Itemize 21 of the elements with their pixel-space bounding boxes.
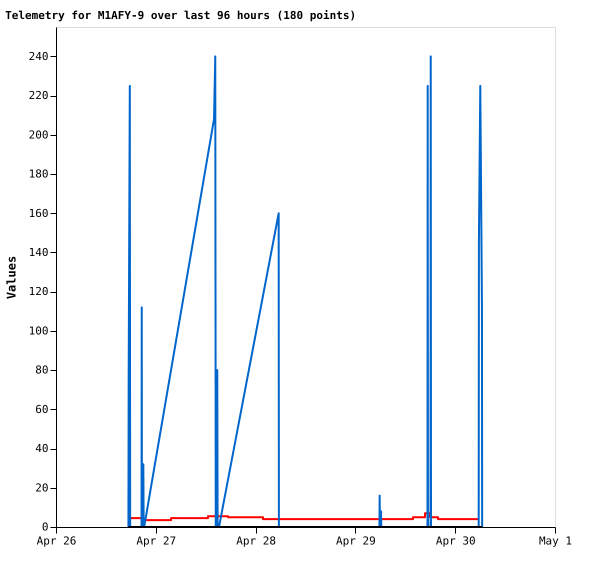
y-tick-label: 240 (28, 50, 48, 63)
x-tick-label: Apr 30 (436, 534, 476, 548)
x-tick-label: Apr 27 (136, 534, 176, 548)
y-tick-label: 80 (35, 364, 48, 377)
y-tick-label: 20 (35, 481, 48, 494)
y-tick-label: 140 (28, 246, 48, 259)
y-axis-title: Values (4, 256, 19, 300)
y-tick-label: 120 (28, 285, 48, 298)
y-tick-label: 100 (28, 324, 48, 338)
x-tick-label: Apr 26 (36, 534, 76, 548)
y-tick-label: 40 (35, 442, 48, 456)
y-tick-label: 160 (28, 206, 48, 220)
y-tick-label: 180 (28, 168, 48, 181)
y-tick-label: 60 (35, 402, 48, 416)
x-tick-label: Apr 28 (236, 534, 276, 548)
x-tick-label: May 1 (538, 534, 572, 548)
chart-title: Telemetry for M1AFY-9 over last 96 hours (180 points) (5, 9, 356, 22)
y-tick-label: 0 (42, 520, 48, 534)
x-tick-label: Apr 29 (336, 534, 376, 548)
y-tick-label: 220 (28, 89, 48, 102)
y-tick-label: 200 (28, 128, 48, 142)
